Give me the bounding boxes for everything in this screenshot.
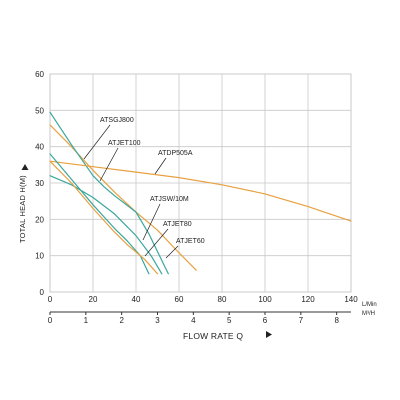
curve-label: ATJET100 [108, 140, 141, 147]
unit-label-m3h: M³/H [362, 311, 375, 317]
label-leader-line [154, 157, 167, 175]
y-tick-label: 30 [35, 179, 44, 188]
y-axis-label: TOTAL HEAD H(M) [18, 175, 27, 243]
x-tick-label-m3h: 5 [227, 316, 232, 325]
curve-labels: ATSGJ800 ATJET100 ATDP505A ATJSW/10M ATJET80… [83, 117, 205, 259]
x-tick-label-lmin: 80 [218, 295, 227, 304]
x-tick-label-lmin: 120 [301, 295, 315, 304]
label-leader-line [99, 147, 119, 182]
x-axis-arrow-icon [266, 331, 272, 338]
plot-frame [49, 73, 352, 293]
curve-label: ATSGJ800 [100, 117, 134, 124]
series-line-atjet100 [49, 111, 169, 275]
y-tick-label: 50 [35, 106, 44, 115]
x-tick-label-m3h: 6 [263, 316, 268, 325]
y-tick-label: 0 [40, 288, 45, 297]
x-tick-label-m3h: 7 [299, 316, 304, 325]
series-line-atjet60 [49, 160, 159, 275]
label-leader-line [144, 228, 169, 257]
y-tick-label: 20 [35, 215, 44, 224]
x-tick-label-lmin: 20 [89, 295, 98, 304]
label-leader-line [142, 203, 161, 241]
y-axis-arrow-icon [21, 164, 29, 170]
curve-label: ATDP505A [158, 150, 193, 157]
x-tick-label-m3h: 8 [334, 316, 339, 325]
x-axis-label: FLOW RATE Q [183, 331, 243, 341]
x-tick-label-m3h: 2 [119, 316, 124, 325]
secondary-x-axis: 0 1 2 3 4 5 6 7 8 [48, 311, 351, 325]
y-tick-label: 40 [35, 143, 44, 152]
grid-lines [49, 73, 352, 293]
y-axis-ticks: 0 10 20 30 40 50 60 [35, 70, 44, 297]
x-tick-label-lmin: 100 [258, 295, 272, 304]
x-tick-label-m3h: 0 [48, 316, 53, 325]
x-axis-ticks-lmin: 0 20 40 60 80 100 120 140 [48, 295, 358, 304]
x-tick-label-lmin: 0 [48, 295, 53, 304]
x-tick-label-lmin: 140 [344, 295, 358, 304]
curve-label: ATJET60 [176, 238, 205, 245]
label-leader-line [83, 124, 111, 160]
series-lines [49, 111, 352, 275]
series-line-atjsw-10m [49, 175, 163, 275]
curve-label: ATJET80 [163, 221, 192, 228]
y-tick-label: 60 [35, 70, 44, 79]
y-tick-label: 10 [35, 252, 44, 261]
series-line-atdp505a [49, 160, 352, 222]
curve-label: ATJSW/10M [150, 196, 189, 203]
x-tick-label-m3h: 3 [155, 316, 160, 325]
label-leader-line [165, 245, 179, 259]
x-tick-label-lmin: 60 [175, 295, 184, 304]
unit-label-lmin: L/Min [362, 302, 377, 308]
x-tick-label-m3h: 4 [191, 316, 196, 325]
x-tick-label-m3h: 1 [84, 316, 89, 325]
x-tick-label-lmin: 40 [132, 295, 141, 304]
